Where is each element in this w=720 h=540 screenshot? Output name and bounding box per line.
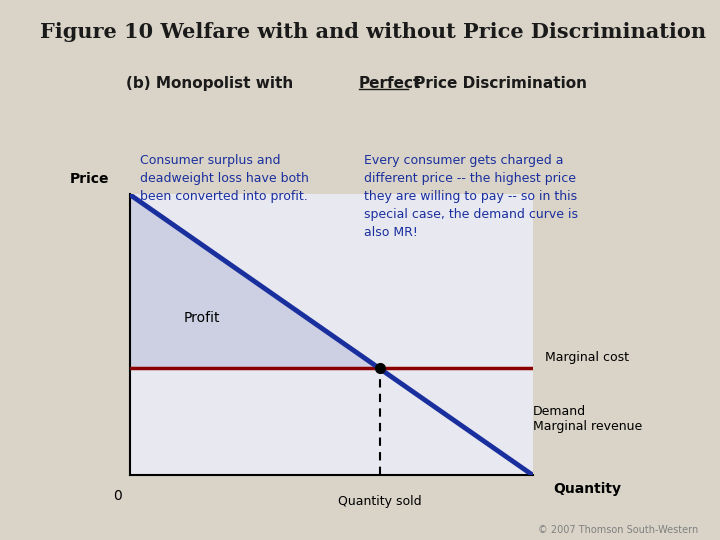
Text: Quantity sold: Quantity sold xyxy=(338,495,421,508)
Text: Figure 10 Welfare with and without Price Discrimination: Figure 10 Welfare with and without Price… xyxy=(40,22,706,42)
Text: 0: 0 xyxy=(113,489,122,503)
Polygon shape xyxy=(130,194,379,368)
Text: © 2007 Thomson South-Western: © 2007 Thomson South-Western xyxy=(538,524,698,535)
Text: Demand
Marginal revenue: Demand Marginal revenue xyxy=(533,405,642,433)
Text: (b) Monopolist with: (b) Monopolist with xyxy=(126,76,299,91)
Text: Perfect: Perfect xyxy=(359,76,421,91)
Text: Consumer surplus and
deadweight loss have both
been converted into profit.: Consumer surplus and deadweight loss hav… xyxy=(140,154,310,203)
Text: Price: Price xyxy=(70,172,109,186)
Text: Marginal cost: Marginal cost xyxy=(545,351,629,364)
Text: Every consumer gets charged a
different price -- the highest price
they are will: Every consumer gets charged a different … xyxy=(364,154,577,239)
Text: Profit: Profit xyxy=(184,311,220,325)
Text: Price Discrimination: Price Discrimination xyxy=(409,76,587,91)
Text: Quantity: Quantity xyxy=(553,482,621,496)
